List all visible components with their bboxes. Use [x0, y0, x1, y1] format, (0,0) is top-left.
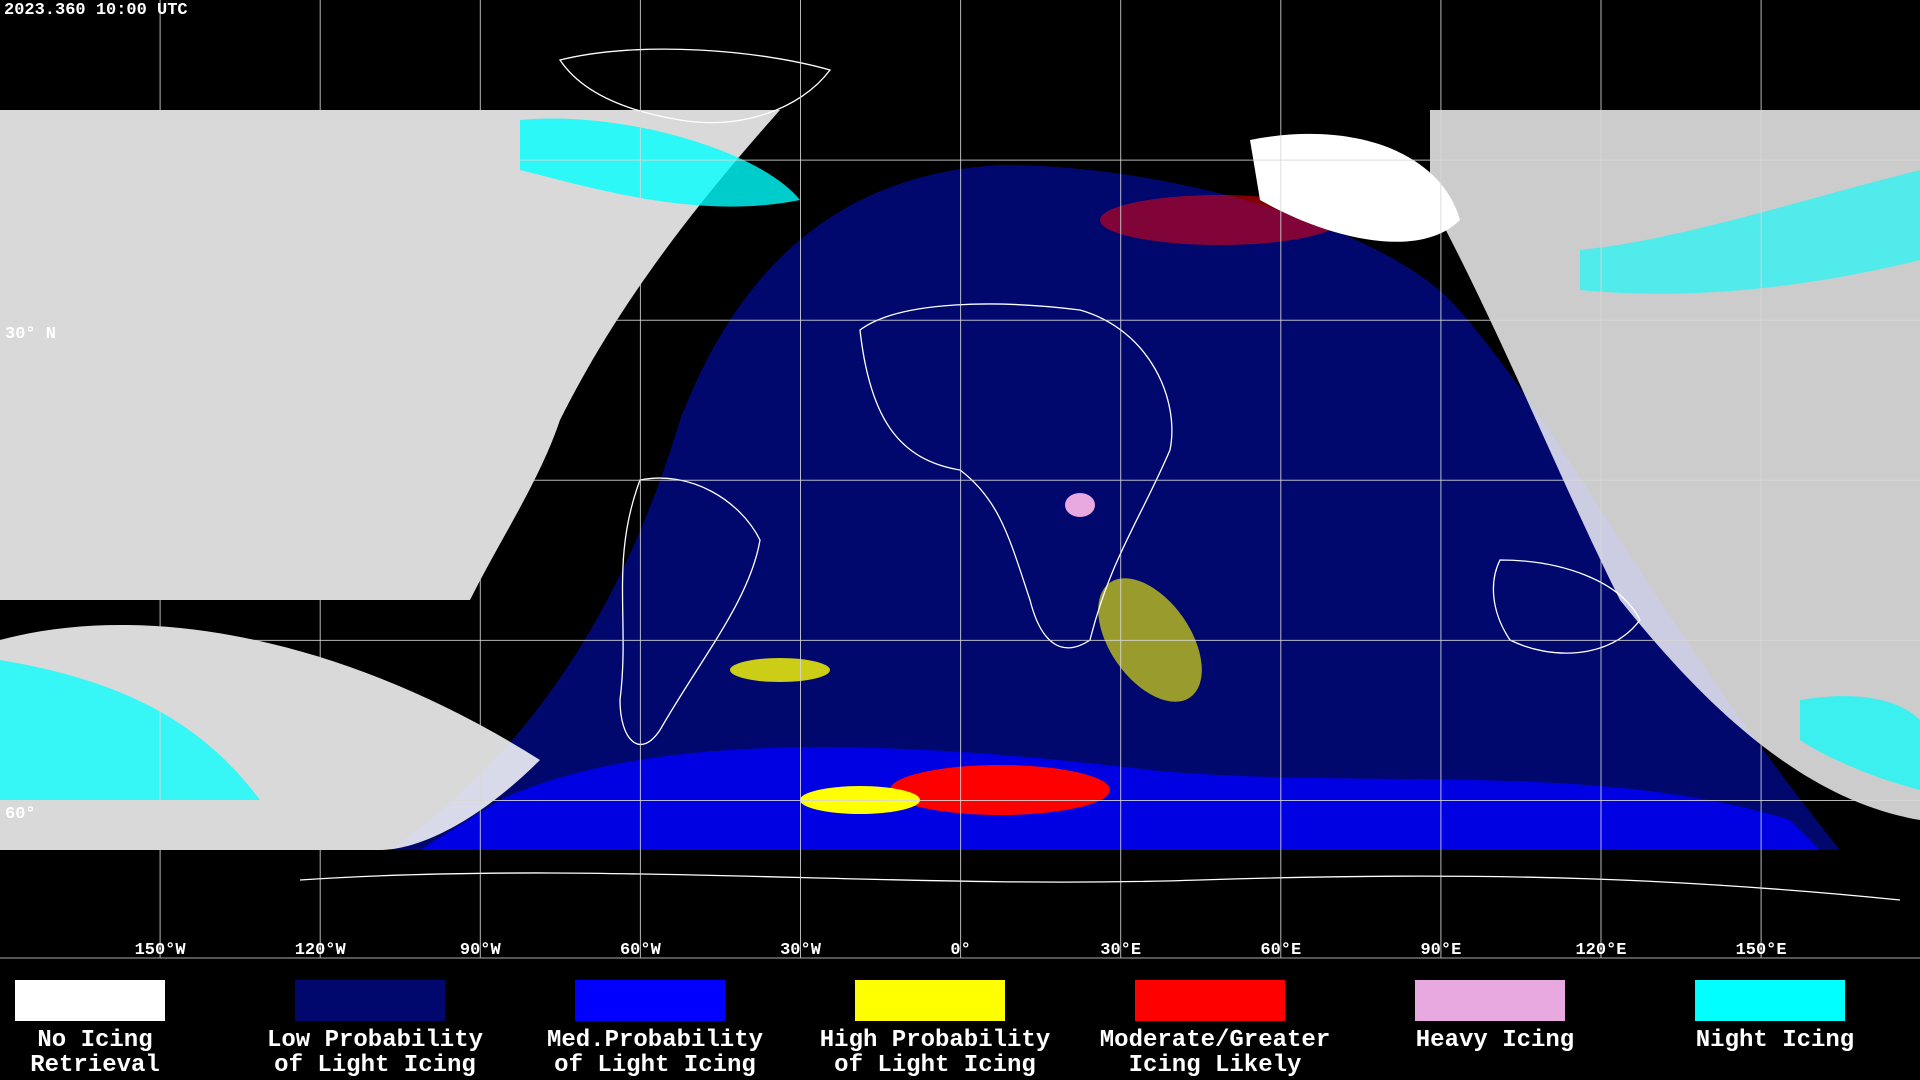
lat-label: 60°	[5, 805, 36, 824]
legend-label: Icing Likely	[1129, 1052, 1302, 1079]
lon-label: 60°W	[620, 941, 662, 960]
lon-label: 30°W	[780, 941, 822, 960]
coastline	[299, 872, 1901, 901]
legend-label: Retrieval	[30, 1052, 160, 1079]
heavy-patch	[1065, 493, 1095, 517]
legend-label: of Light Icing	[274, 1052, 476, 1079]
lon-label: 150°W	[135, 941, 187, 960]
lon-label: 90°W	[460, 941, 502, 960]
legend-label: Moderate/Greater	[1100, 1027, 1330, 1054]
timestamp: 2023.360 10:00 UTC	[4, 1, 188, 20]
coastline	[558, 48, 832, 124]
night-patch	[1800, 696, 1920, 790]
coastline	[859, 303, 1173, 649]
lon-label: 150°E	[1736, 941, 1787, 960]
legend-swatch	[1695, 980, 1845, 1021]
legend-swatch	[575, 980, 725, 1021]
legend-label: High Probability	[820, 1027, 1050, 1054]
lon-label: 120°W	[295, 941, 347, 960]
icing-patch	[730, 658, 830, 682]
night-patch	[0, 660, 260, 800]
lon-labels: 150°W 120°W 90°W 60°W 30°W 0° 30°E 60°E 90°E 120°…	[135, 941, 1787, 960]
night-patch	[1580, 170, 1920, 294]
map-imagery	[0, 48, 1920, 901]
lon-label: 0°	[950, 941, 970, 960]
southern-band	[420, 747, 1820, 850]
lat-label: 30° N	[5, 325, 56, 344]
night-patch	[520, 118, 800, 207]
graticule	[0, 0, 1920, 959]
coastline	[619, 477, 761, 745]
lon-label: 30°E	[1100, 941, 1141, 960]
lon-label: 60°E	[1260, 941, 1301, 960]
legend-swatch	[1135, 980, 1285, 1021]
lon-label: 120°E	[1575, 941, 1626, 960]
cloud-field	[1250, 133, 1460, 242]
legend-swatch	[295, 980, 445, 1021]
legend-swatch	[1415, 980, 1565, 1021]
legend-label: of Light Icing	[834, 1052, 1036, 1079]
legend-label: Heavy Icing	[1416, 1027, 1574, 1054]
legend-label: No Icing	[37, 1027, 152, 1054]
cloud-field	[0, 110, 780, 600]
legend-swatch	[855, 980, 1005, 1021]
legend-swatch	[15, 980, 165, 1021]
legend-label: Med.Probability	[547, 1027, 763, 1054]
cloud-field	[1430, 110, 1920, 820]
icing-patch	[890, 765, 1110, 815]
coastline	[1492, 559, 1641, 654]
legend-label: of Light Icing	[554, 1052, 756, 1079]
legend-label: Low Probability	[267, 1027, 483, 1054]
legend-label: Night Icing	[1696, 1027, 1854, 1054]
lon-label: 90°E	[1420, 941, 1461, 960]
